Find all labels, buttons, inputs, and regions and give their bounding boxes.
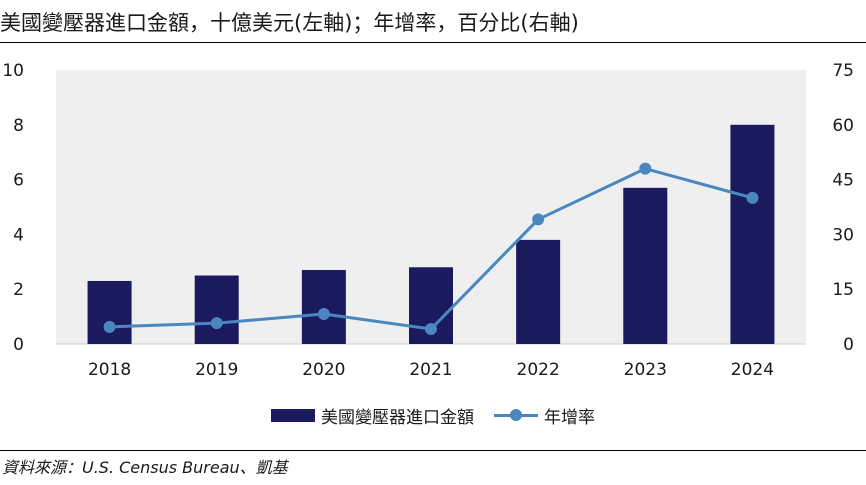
growth-point-2023 — [639, 162, 652, 175]
right-axis-tick-label: 0 — [843, 335, 854, 355]
growth-point-2020 — [317, 308, 330, 321]
legend-bar-swatch — [271, 408, 315, 422]
growth-point-2018 — [103, 320, 116, 333]
right-axis-tick-label: 60 — [832, 116, 854, 136]
legend-item-line: 年增率 — [494, 403, 595, 428]
legend-label-line: 年增率 — [544, 407, 595, 428]
left-axis-tick-label: 2 — [13, 280, 24, 300]
legend-label-bar: 美國變壓器進口金額 — [321, 407, 474, 428]
right-axis-tick-label: 15 — [832, 280, 854, 300]
left-axis-tick-label: 0 — [13, 335, 24, 355]
growth-point-2019 — [210, 317, 223, 330]
chart-title: 美國變壓器進口金額，十億美元(左軸)；年增率，百分比(右軸) — [0, 11, 579, 35]
left-axis-tick-label: 4 — [13, 225, 24, 245]
x-axis-tick-label: 2019 — [195, 360, 238, 380]
bar-2023 — [623, 187, 668, 344]
x-axis-tick-label: 2021 — [409, 360, 452, 380]
right-axis-tick-label: 75 — [832, 61, 854, 81]
top-divider — [0, 42, 866, 43]
x-axis-tick-label: 2023 — [624, 360, 667, 380]
x-axis-tick-label: 2024 — [731, 360, 774, 380]
source-note: 資料來源：U.S. Census Bureau、凱基 — [2, 458, 288, 477]
bar-2018 — [87, 280, 132, 344]
x-axis-tick-label: 2022 — [517, 360, 560, 380]
legend: 美國變壓器進口金額 年增率 — [0, 402, 866, 428]
chart-canvas: 0 2 4 6 8 10 0 15 30 45 60 75 2018 2019 2020 2021 2022 20… — [2, 61, 854, 380]
legend-item-bar: 美國變壓器進口金額 — [271, 403, 474, 428]
bar-2024 — [730, 124, 775, 344]
x-axis-tick-label: 2018 — [88, 360, 131, 380]
x-axis-tick-label: 2020 — [302, 360, 345, 380]
growth-point-2021 — [425, 323, 437, 336]
growth-point-2022 — [532, 213, 545, 226]
bottom-divider — [0, 450, 866, 451]
growth-point-2024 — [746, 191, 759, 204]
bar-2019 — [194, 275, 239, 344]
left-axis-tick-label: 8 — [13, 116, 24, 136]
right-axis-tick-label: 30 — [832, 225, 854, 245]
left-axis-tick-label: 10 — [2, 61, 24, 81]
bar-2022 — [516, 239, 561, 344]
right-axis-tick-label: 45 — [832, 171, 854, 191]
legend-line-swatch — [494, 408, 538, 422]
bar-2020 — [301, 270, 346, 344]
left-axis-tick-label: 6 — [13, 171, 24, 191]
